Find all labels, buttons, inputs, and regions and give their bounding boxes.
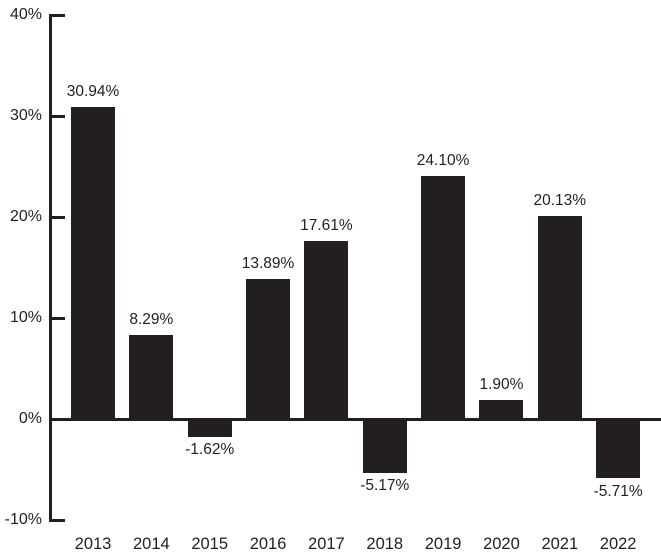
bar-value-label: 20.13% (533, 191, 587, 209)
bar-value-label: 30.94% (66, 82, 120, 100)
bar-value-label: -1.62% (185, 441, 235, 459)
y-tick-label: 10% (9, 309, 42, 326)
x-tick-label: 2017 (308, 535, 345, 553)
y-tick-label: 40% (9, 6, 42, 23)
bar-value-label: 24.10% (416, 151, 470, 169)
bar-2021 (537, 215, 582, 419)
bar-2017 (304, 241, 349, 419)
bar-2019 (421, 175, 466, 419)
y-tick-mark (52, 316, 65, 320)
y-tick-label: 20% (9, 208, 42, 225)
x-tick-label: 2013 (74, 535, 112, 553)
bar-2020 (479, 399, 524, 419)
bar-2016 (246, 278, 291, 419)
x-tick-label: 2015 (191, 535, 229, 553)
x-tick-label: 2020 (483, 535, 520, 553)
x-tick-label: 2022 (599, 535, 637, 553)
y-tick-label: 30% (9, 107, 42, 124)
bar-2018 (362, 420, 407, 473)
bar-2015 (187, 420, 232, 437)
bar-value-label: 1.90% (479, 375, 524, 393)
y-tick-mark (52, 114, 65, 118)
x-tick-label: 2016 (249, 535, 287, 553)
zero-baseline (49, 417, 661, 421)
bar-value-label: -5.71% (593, 482, 643, 500)
y-tick-label: -10% (4, 511, 42, 528)
y-tick-mark (52, 13, 65, 17)
y-axis-line (49, 13, 52, 522)
bar-value-label: 8.29% (129, 311, 174, 329)
bar-value-label: 13.89% (241, 254, 295, 272)
bar-value-label: -5.17% (360, 477, 410, 495)
x-tick-label: 2019 (424, 535, 462, 553)
x-tick-label: 2014 (132, 535, 170, 553)
bar-2022 (596, 420, 641, 479)
y-tick-mark (52, 215, 65, 219)
bar-2013 (71, 106, 115, 419)
x-tick-label: 2018 (366, 535, 404, 553)
bar-2014 (129, 335, 174, 419)
x-tick-label: 2021 (541, 535, 579, 553)
bar-value-label: 17.61% (300, 217, 353, 235)
y-tick-mark (52, 518, 65, 522)
y-tick-label: 0% (18, 410, 42, 427)
